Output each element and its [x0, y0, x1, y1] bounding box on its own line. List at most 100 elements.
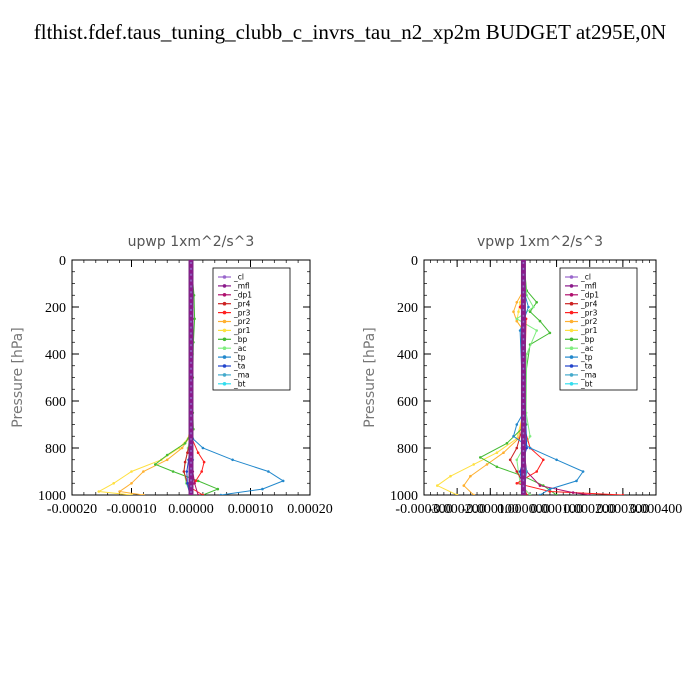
legend-marker [222, 382, 227, 386]
series-point-mfl [521, 381, 526, 386]
legend-marker [569, 382, 574, 386]
series-point-mfl [189, 446, 193, 450]
legend-marker [222, 355, 227, 359]
series-point-mfl [521, 481, 526, 486]
series-point-pr1 [495, 451, 499, 455]
series-point-tp [267, 470, 270, 473]
series-point-pr1 [112, 482, 115, 485]
series-point-mfl [189, 434, 193, 439]
series-line-pr1 [97, 260, 192, 495]
legend-marker [222, 337, 227, 342]
legend-marker [222, 310, 227, 315]
legend-label: _pr2 [233, 317, 251, 326]
series-point-tp [231, 458, 234, 462]
series-point-dp1 [538, 484, 542, 487]
legend-marker [222, 328, 227, 333]
legend: _cl_mfl_dp1_pr4_pr3_pr2_pr1_bp_ac_tp_ta_… [212, 267, 291, 391]
series-point-mfl [521, 469, 526, 474]
series-point-mfl [189, 410, 193, 415]
x-tick-label: 0.000000 [497, 502, 550, 517]
series-point-mfl [189, 263, 193, 268]
series-point-ac [535, 329, 538, 332]
series-point-pr2 [515, 301, 519, 304]
series-point-mfl [189, 352, 193, 356]
y-tick-label: 0 [59, 254, 66, 269]
series-point-bp [165, 453, 169, 457]
series-point-pr4 [186, 451, 189, 455]
series-point-mfl [189, 260, 193, 262]
series-point-mfl [189, 369, 193, 374]
x-tick-label: -0.000300 [395, 502, 452, 517]
legend-label: _ma [233, 371, 250, 380]
series-point-ac [528, 493, 532, 495]
series-point-pr3 [621, 493, 625, 495]
chart-title: upwp 1xm^2/s^3 [128, 234, 255, 250]
x-tick-label: -0.00020 [47, 502, 97, 517]
series-point-dp1 [193, 482, 196, 485]
legend-label: _dp1 [233, 291, 252, 300]
series-point-mfl [189, 287, 193, 292]
series-point-mfl [521, 399, 526, 403]
legend-label: _pr2 [580, 317, 598, 326]
series-point-mfl [189, 469, 193, 474]
series-point-mfl [189, 322, 193, 327]
series-point-tp [219, 493, 223, 495]
legend-marker [569, 275, 574, 279]
series-point-mfl [521, 428, 526, 433]
series-line-pr2 [463, 260, 524, 495]
legend-marker [222, 284, 227, 288]
legend-label: _cl [233, 273, 244, 282]
series-point-mfl [189, 305, 193, 309]
legend-label: _mfl [580, 282, 597, 291]
legend-label: _ta [580, 362, 592, 371]
series-point-pr1 [518, 301, 522, 304]
series-point-bp [196, 479, 200, 483]
x-tick-label: 0.000400 [630, 502, 683, 517]
series-point-mfl [521, 263, 526, 268]
series-point-tp [548, 487, 552, 491]
series-point-mfl [521, 434, 526, 439]
series-point-mfl [521, 322, 526, 327]
series-point-pr2 [462, 484, 466, 487]
series-line-bp [479, 260, 557, 495]
x-tick-label: -0.000100 [462, 502, 519, 517]
series-point-mfl [521, 487, 526, 492]
y-tick-label: 400 [397, 348, 418, 363]
series-point-pr3 [548, 490, 552, 493]
series-point-mfl [189, 399, 193, 403]
series-point-mfl [189, 451, 193, 456]
series-point-mfl [521, 340, 526, 345]
series-point-pr2 [472, 493, 475, 495]
legend-box [212, 267, 291, 391]
legend-marker [569, 284, 574, 288]
series-point-bp [555, 493, 558, 495]
series-point-mfl [521, 416, 526, 421]
y-tick-label: 800 [397, 442, 418, 457]
legend-label: _pr1 [233, 326, 251, 335]
y-axis-label: Pressure [hPa] [10, 327, 26, 427]
series-point-bp [505, 442, 509, 445]
series-point-tp [201, 446, 205, 450]
series-point-pr4 [508, 458, 512, 462]
series-point-mfl [521, 375, 526, 380]
y-tick-label: 800 [45, 442, 66, 457]
series-point-mfl [521, 457, 526, 462]
series-point-mfl [189, 475, 193, 480]
series-point-pr3 [201, 493, 205, 495]
series-point-mfl [521, 387, 526, 392]
series-point-mfl [189, 293, 193, 298]
legend-marker [222, 346, 227, 351]
series-point-pr4 [525, 493, 528, 495]
series-point-mfl [189, 316, 193, 321]
series-point-pr2 [130, 482, 133, 485]
series-point-tp [512, 435, 515, 438]
series-point-bp [548, 331, 552, 335]
series-group [436, 260, 625, 495]
series-point-pr3 [535, 470, 538, 473]
legend-label: _tp [580, 353, 593, 362]
legend-box [559, 267, 638, 391]
series-point-pr1 [97, 490, 101, 493]
series-point-mfl [521, 334, 526, 339]
legend-marker [222, 319, 227, 324]
legend-label: _ma [580, 371, 597, 380]
